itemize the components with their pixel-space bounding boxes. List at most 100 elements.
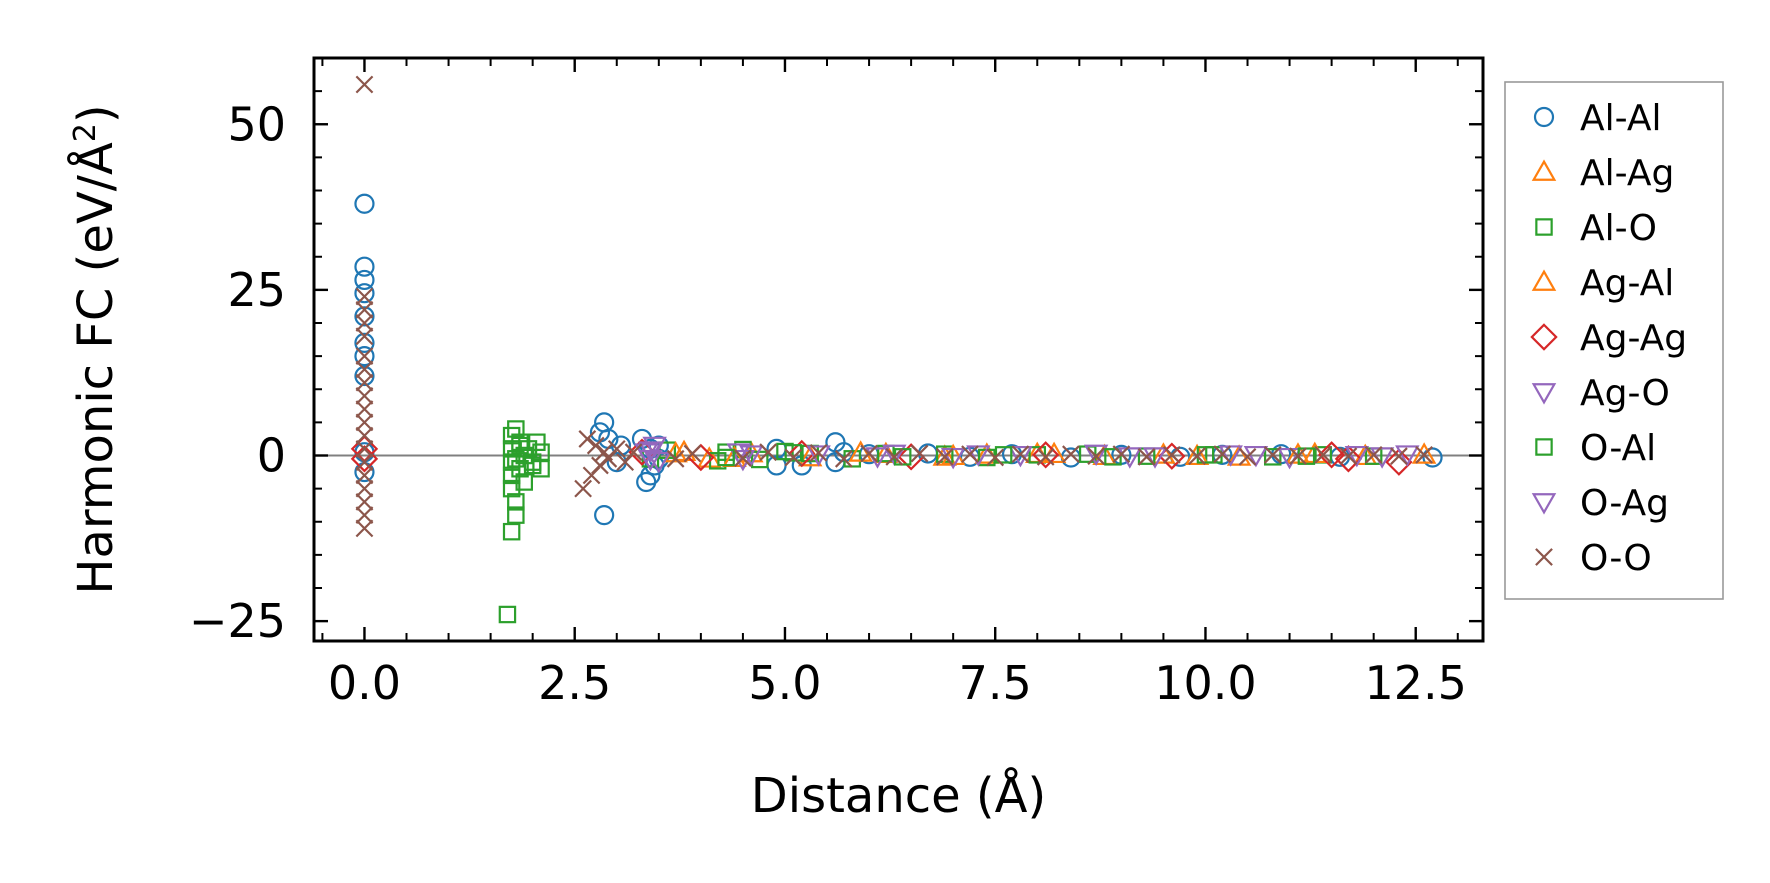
data-point-o-o — [355, 466, 374, 485]
y-tick-label: 25 — [227, 263, 286, 317]
data-point-o-o — [1289, 447, 1307, 466]
data-point-o-o — [355, 360, 374, 379]
data-point-o-o — [1364, 445, 1383, 464]
data-point-o-al — [717, 448, 735, 467]
legend-label-ag-al: Ag-Al — [1580, 263, 1674, 304]
data-point-o-o — [355, 400, 374, 419]
data-point-o-o — [834, 449, 853, 468]
legend-marker-al-ag — [1531, 159, 1557, 181]
data-point-o-o — [355, 413, 374, 432]
data-point-o-o — [355, 314, 374, 332]
data-point-o-o — [1263, 445, 1282, 464]
data-point-o-o — [784, 448, 803, 467]
data-point-al-al — [354, 269, 375, 291]
data-point-o-o — [574, 479, 592, 498]
axes-layer — [312, 56, 1485, 643]
y-axis-label-main: Harmonic FC (eV/Å — [67, 142, 124, 595]
data-point-o-o — [1062, 445, 1080, 464]
x-tick-label: 0.0 — [328, 656, 401, 710]
x-tick-label: 10.0 — [1154, 656, 1256, 710]
data-point-al-o — [1263, 448, 1282, 466]
data-point-o-o — [734, 449, 752, 468]
data-point-o-al — [1104, 448, 1122, 466]
legend-label-al-ag: Al-Ag — [1580, 153, 1674, 194]
data-point-o-o — [1188, 447, 1206, 466]
data-point-o-o — [578, 430, 597, 448]
data-point-al-al — [594, 505, 615, 526]
x-tick-label: 7.5 — [959, 656, 1032, 710]
data-point-al-o — [507, 420, 525, 438]
data-point-ag-o — [638, 449, 663, 472]
y-axis-label-close: ) — [68, 104, 124, 123]
labels-layer: Distance (Å) Harmonic FC (eV/Å2) — [67, 104, 1046, 824]
data-point-o-ag — [1243, 445, 1269, 468]
legend-marker-o-ag — [1531, 493, 1557, 515]
data-point-o-o — [1314, 445, 1333, 464]
legend-marker-ag-ag — [1530, 323, 1558, 351]
data-point-o-o — [935, 447, 954, 466]
data-point-o-ag — [638, 441, 663, 463]
data-point-ag-o — [806, 445, 831, 467]
data-point-ag-o — [1344, 445, 1370, 468]
points-layer — [350, 75, 1443, 624]
data-point-al-o — [498, 605, 517, 624]
data-point-o-o — [1213, 445, 1232, 464]
data-point-o-o — [355, 347, 374, 366]
legend-label-o-al: O-Al — [1580, 428, 1656, 469]
data-point-o-o — [1137, 447, 1156, 466]
data-point-o-o — [355, 373, 374, 392]
data-point-ag-o — [882, 444, 907, 467]
data-point-o-ag — [646, 451, 672, 474]
data-point-o-o — [355, 453, 374, 472]
legend-label-o-o: O-O — [1580, 538, 1652, 579]
data-point-o-o — [355, 327, 374, 346]
data-point-o-o — [666, 449, 685, 468]
legend-marker-ag-o — [1531, 383, 1557, 405]
data-point-o-o — [355, 519, 374, 538]
data-point-o-o — [355, 506, 374, 525]
data-point-ag-o — [1142, 447, 1168, 469]
data-point-al-al — [354, 332, 375, 353]
data-point-o-o — [1238, 447, 1257, 466]
data-point-al-al — [1422, 447, 1443, 468]
data-point-o-o — [355, 492, 374, 511]
data-point-o-o — [885, 447, 904, 466]
data-point-o-o — [624, 443, 643, 462]
plot-frame — [312, 56, 1485, 643]
data-point-o-o — [355, 75, 374, 94]
data-point-o-o — [1011, 445, 1030, 464]
data-point-al-al — [354, 193, 375, 214]
data-point-al-o — [507, 506, 525, 524]
data-point-o-o — [986, 448, 1005, 467]
data-point-al-al — [636, 471, 657, 493]
legend-marker-ag-al — [1531, 269, 1557, 291]
data-point-o-o — [1339, 447, 1358, 466]
data-point-o-o — [355, 386, 374, 405]
x-tick-label: 12.5 — [1365, 656, 1467, 710]
data-point-o-o — [1112, 445, 1131, 464]
data-point-al-o — [507, 493, 525, 511]
legend-label-ag-ag: Ag-Ag — [1580, 318, 1687, 359]
data-point-o-o — [355, 287, 374, 306]
data-point-al-al — [354, 283, 375, 304]
data-point-ag-o — [1395, 445, 1420, 467]
data-point-al-o — [502, 522, 521, 541]
ticks-layer: 0.0 2.5 5.0 7.5 10.0 12.5 50 25 0 −25 — [189, 58, 1483, 710]
data-point-o-o — [355, 300, 374, 319]
data-point-al-al — [1060, 447, 1082, 468]
data-point-o-o — [1036, 447, 1055, 466]
y-axis-label-superscript: 2 — [68, 123, 103, 142]
data-point-o-al — [523, 456, 542, 475]
x-tick-label: 2.5 — [538, 656, 611, 710]
data-point-o-o — [860, 444, 878, 463]
legend-marker-al-al — [1533, 106, 1555, 128]
data-point-o-o — [961, 445, 979, 464]
data-point-ag-ag — [1317, 441, 1346, 469]
data-point-o-al — [511, 436, 529, 455]
data-point-o-o — [1162, 445, 1181, 464]
data-point-ag-o — [1083, 444, 1109, 467]
data-point-ag-o — [642, 436, 667, 459]
data-point-o-o — [355, 426, 374, 445]
legend-label-ag-o: Ag-O — [1580, 373, 1670, 414]
